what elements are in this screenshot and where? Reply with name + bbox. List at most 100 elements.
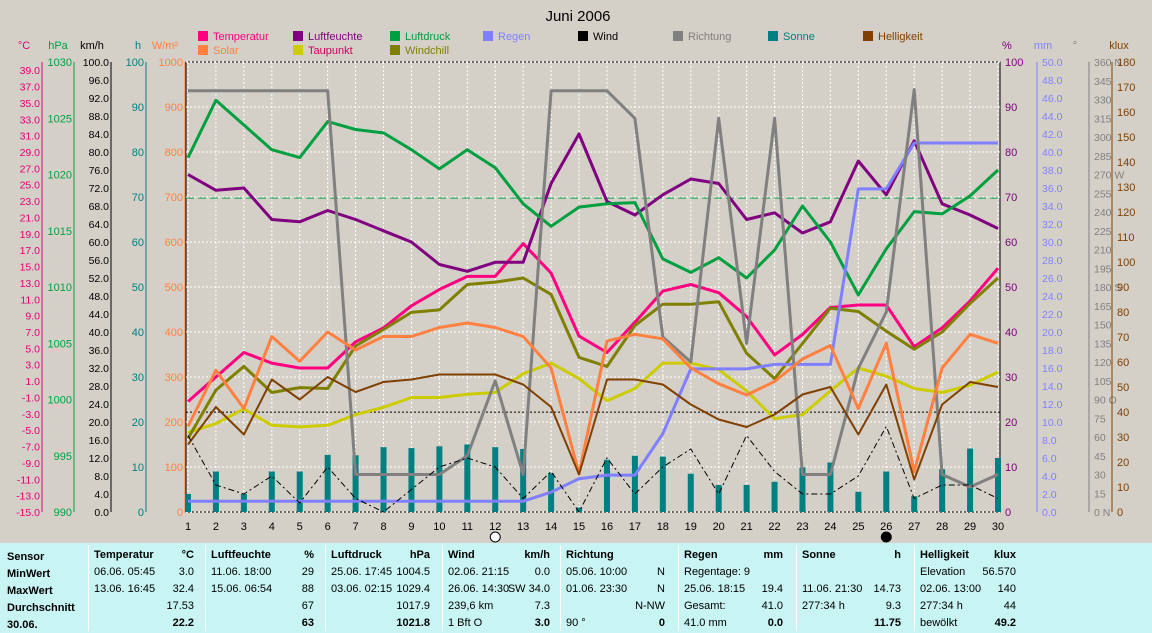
axis-tick-label: 64.0 (89, 219, 110, 231)
axis-tick-label: 60 (1094, 432, 1106, 444)
x-axis: 1 2 3 4 5 6 7 8 9 10 11 12 13 14 15 16 17 18 19 20 21 22 23 24 2… (185, 521, 1004, 533)
label-sensor: Sensor (7, 551, 45, 563)
axis-tick-label: 96.0 (89, 75, 110, 87)
stats-block-richtung: Richtung 05.06. 10:00 N 01.06. 23:30 N N-NW 90… (562, 543, 675, 633)
axis-tick-label: 80 (132, 147, 144, 159)
x-tick-label: 15 (573, 521, 585, 533)
stats-separator (796, 545, 797, 631)
axis-tick-label: 14.0 (1042, 381, 1063, 393)
x-tick-label: 29 (964, 521, 976, 533)
sonne-bar (352, 455, 359, 512)
axis-tick-label: 990 (54, 507, 72, 519)
legend-label: Luftfeuchte (308, 31, 362, 43)
axis-tick-label: 44.0 (1042, 111, 1063, 123)
stats-row-label: 02.06. 13:00 (920, 583, 982, 595)
legend-swatch (390, 31, 400, 41)
axis-tick-label: 20 (1005, 417, 1017, 429)
axis-tick-label: 500 (165, 282, 183, 294)
series-line-richtung (188, 88, 999, 489)
axis-tick-label: 17.0 (20, 245, 41, 257)
axis-unit-label: mm (1034, 40, 1052, 52)
x-tick-label: 7 (353, 521, 359, 533)
stats-row-label: 26.06. 14:30 (448, 583, 510, 595)
axis-tick-label: -7.0 (22, 442, 40, 454)
stats-row-value: 63 (301, 617, 314, 629)
legend-swatch (198, 45, 208, 55)
axis-tick-label: -3.0 (22, 409, 40, 421)
x-tick-label: 6 (325, 521, 331, 533)
stats-row-label: 13.06. 16:45 (94, 583, 156, 595)
axis-tick-label: 70 (1117, 332, 1129, 344)
sonne-bar (939, 469, 946, 512)
axis-tick-label: 400 (165, 327, 183, 339)
stats-row-value: 22.2 (172, 617, 194, 629)
stats-row-label: 11.06. 21:30 (802, 583, 863, 595)
axis-tick-label: 42.0 (1042, 129, 1063, 141)
stats-row-label: 90 ° (566, 617, 586, 629)
stats-separator (205, 545, 206, 631)
sonne-bar (687, 473, 694, 512)
x-tick-label: 1 (185, 521, 191, 533)
stats-unit: hPa (409, 549, 430, 561)
sonne-bar (464, 444, 471, 512)
stats-row-value: SW 34.0 (507, 583, 550, 595)
sonne-bar (743, 485, 750, 512)
legend-swatch (673, 31, 683, 41)
x-tick-label: 12 (489, 521, 501, 533)
legend-label: Luftdruck (405, 31, 451, 43)
stats-row-value: 1017.9 (396, 600, 430, 612)
axis-tick-label: 56.0 (89, 255, 110, 267)
axis-tick-label: 11.0 (20, 294, 40, 306)
legend-swatch (390, 45, 400, 55)
axis-tick-label: 995 (54, 451, 72, 463)
sonne-bar (408, 448, 415, 512)
sonne-bar (212, 471, 219, 512)
x-tick-label: 28 (936, 521, 948, 533)
sonne-bar (240, 494, 247, 512)
axis-tick-label: 70 (132, 192, 144, 204)
stats-row-label: 41.0 mm (684, 617, 727, 629)
stats-row-value: 19.4 (761, 583, 783, 595)
axis-tick-label: 240 (1094, 207, 1112, 219)
stats-unit: mm (763, 549, 783, 561)
stats-row-label: Elevation (920, 566, 966, 578)
sonne-bar (659, 456, 666, 512)
axis-tick-label: 105 (1094, 376, 1112, 388)
axis-tick-label: 88.0 (89, 111, 110, 123)
stats-row-value: 41.0 (761, 600, 783, 612)
axis-tick-label: -13.0 (16, 491, 40, 503)
axis-tick-label: 28.0 (89, 381, 110, 393)
statistics-panel: Sensor MinWert MaxWert Durchschnitt 30.0… (0, 543, 1152, 633)
axis-tick-label: 50 (1005, 282, 1017, 294)
axis-tick-label: 60.0 (89, 237, 110, 249)
new-moon-icon (489, 531, 501, 543)
axis-tick-label: 30.0 (1042, 237, 1063, 249)
axis-tick-label: 40 (132, 327, 144, 339)
stats-row-value: 49.2 (994, 617, 1016, 629)
series-line-regen (188, 141, 998, 503)
stats-row-labels: Sensor MinWert MaxWert Durchschnitt 30.0… (4, 543, 88, 633)
axis-tick-label: 10 (132, 462, 144, 474)
series-line-taupunkt (187, 361, 999, 435)
stats-separator (914, 545, 915, 631)
stats-row-label: Regentage: 9 (684, 566, 751, 578)
axis-unit-label: °C (18, 40, 30, 52)
weather-chart: Juni 2006°C39.037.035.033.031.029.027.02… (16, 8, 1136, 543)
axis-tick-label: 100 (1005, 57, 1023, 69)
axis-tick-label: 7.0 (25, 327, 40, 339)
axis-tick-label: 285 (1094, 151, 1112, 163)
stats-title: Luftfeuchte (211, 549, 271, 561)
axis-tick-label: 28.0 (1042, 255, 1063, 267)
axis-unit-label: ° (1073, 40, 1077, 52)
axis-tick-label: 76.0 (89, 165, 110, 177)
sonne-bar (631, 455, 638, 512)
axis-tick-label: 80 (1005, 147, 1017, 159)
stats-title: Luftdruck (331, 549, 382, 561)
label-minwert: MinWert (7, 568, 51, 580)
x-tick-label: 25 (852, 521, 864, 533)
axis-tick-label: 33.0 (20, 114, 41, 126)
stats-title: Wind (448, 549, 475, 561)
axis-tick-label: 1000 (159, 57, 183, 69)
axis-tick-label: 2.0 (1042, 489, 1057, 501)
legend-swatch (768, 31, 778, 41)
